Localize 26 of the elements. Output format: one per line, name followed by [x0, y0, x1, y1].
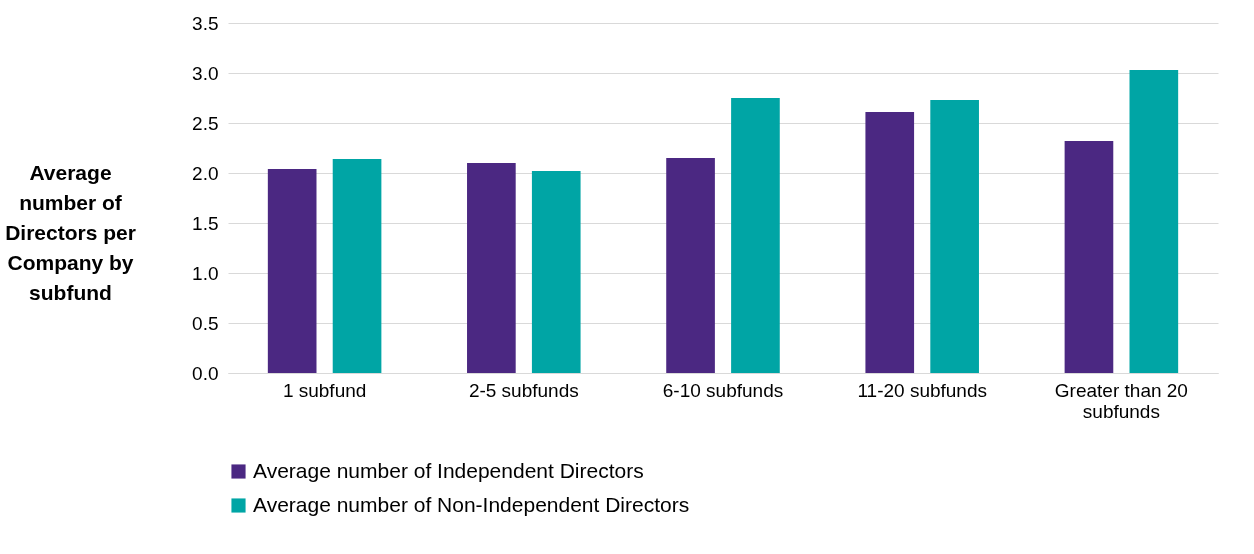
y-tick-label: 3.5: [192, 12, 219, 34]
y-tick-label: 2.0: [192, 162, 219, 184]
bar: [1129, 70, 1179, 373]
legend-label: Average number of Independent Directors: [253, 458, 644, 482]
y-tick-label: 1.0: [192, 262, 219, 284]
bar: [467, 163, 516, 373]
x-tick-label: 6-10 subfunds: [662, 379, 784, 401]
bar: [865, 112, 915, 373]
legend-label: Average number of Non-Independent Directors: [253, 492, 690, 516]
y-tick-label: 0.5: [192, 312, 219, 334]
x-tick-label: Greater than 20 subfunds: [1054, 379, 1188, 422]
bar: [930, 100, 979, 373]
x-tick-label: 2-5 subfunds: [468, 379, 579, 401]
y-axis-title: Average number of Directors per Company by subfund: [5, 160, 136, 304]
bar: [666, 158, 715, 373]
y-tick-label: 3.0: [192, 62, 219, 84]
y-tick-label: 0.0: [192, 362, 219, 384]
bar: [531, 171, 581, 373]
bar: [267, 169, 317, 373]
x-tick-label: 11-20 subfunds: [857, 379, 987, 401]
bar: [731, 98, 780, 373]
x-tick-label: 1 subfund: [282, 379, 367, 401]
bar: [1064, 141, 1114, 373]
bar: [332, 159, 382, 373]
y-tick-label: 1.5: [192, 212, 219, 234]
y-tick-label: 2.5: [192, 112, 219, 134]
